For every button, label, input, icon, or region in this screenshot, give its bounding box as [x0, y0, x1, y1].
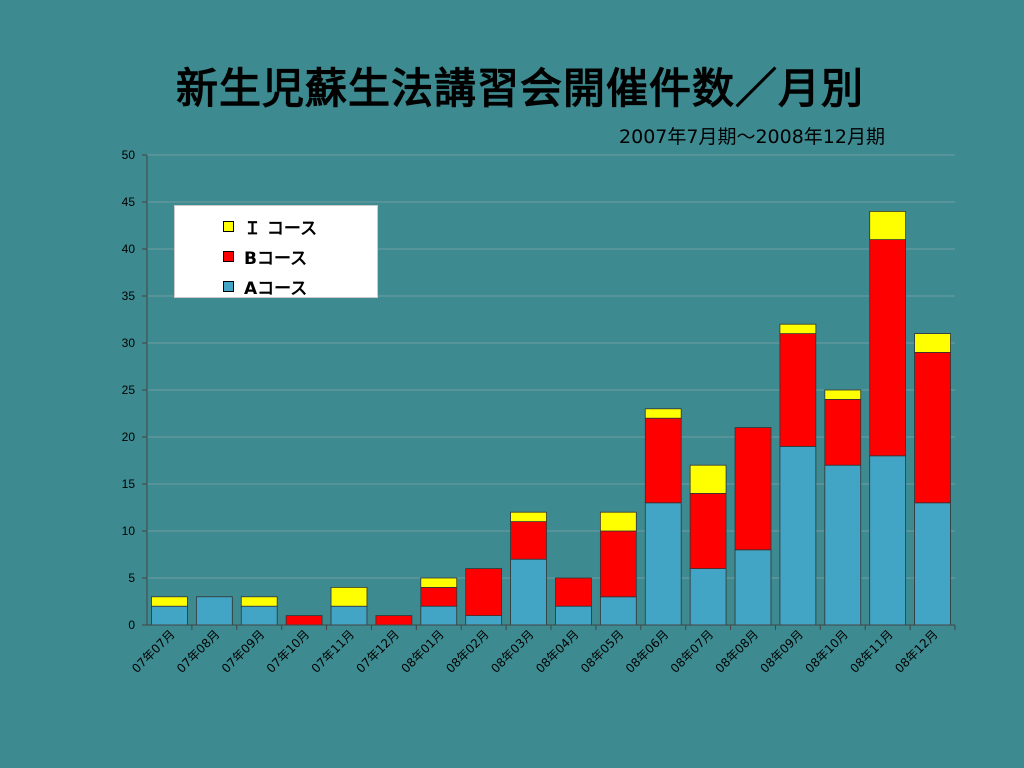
bar-segment [240, 605, 278, 626]
legend-label-a-course: Aコース [244, 278, 308, 299]
bar-segment [510, 558, 547, 626]
bar-segment [869, 210, 907, 240]
bar-segment [599, 596, 637, 626]
legend-item-b-course: Bコース [223, 245, 308, 269]
x-tick-label: 08年04月 [533, 627, 581, 675]
x-tick-label: 08年09月 [758, 627, 806, 675]
bar-segment [240, 596, 278, 607]
x-tick-label: 07年10月 [264, 627, 312, 675]
y-tick-label: 0 [128, 618, 135, 632]
y-tick-label: 15 [122, 477, 136, 491]
x-tick-label: 07年09月 [219, 627, 267, 675]
chart-subtitle: 2007年7月期～2008年12月期 [619, 126, 885, 148]
bar-segment [465, 615, 503, 626]
x-tick-label: 07年08月 [174, 627, 222, 675]
bar-segment [599, 530, 637, 598]
x-tick-label: 08年07月 [668, 627, 716, 675]
legend: Ｉ コース Bコース Aコース [174, 205, 378, 299]
axes [142, 154, 956, 630]
legend-label-b-course: Bコース [244, 248, 308, 269]
legend-swatch-a-course [223, 280, 234, 292]
y-tick-label: 20 [122, 430, 136, 444]
bar-segment [330, 587, 368, 607]
y-tick-label: 45 [122, 195, 136, 209]
y-tick-label: 25 [122, 383, 136, 397]
bar-segment [420, 577, 458, 588]
legend-label-i-course: Ｉ コース [244, 218, 318, 239]
y-tick-label: 50 [122, 148, 136, 162]
x-tick-label: 08年10月 [802, 627, 850, 675]
bar-segment [734, 427, 772, 551]
bar-segment [510, 511, 547, 523]
y-tick-label: 10 [122, 524, 136, 538]
bar-segment [644, 408, 682, 419]
bar-segment [914, 333, 951, 353]
bar-segment [779, 445, 817, 626]
bar-segment [465, 568, 503, 616]
y-tick-label: 30 [122, 336, 136, 350]
legend-item-i-course: Ｉ コース [223, 215, 318, 239]
legend-swatch-b-course [223, 250, 234, 262]
legend-swatch-i-course [223, 220, 234, 232]
x-tick-label: 07年07月 [129, 627, 177, 675]
bar-segment [555, 577, 592, 607]
gridlines [147, 154, 955, 579]
bar-segment [555, 605, 592, 626]
bar-segment [151, 605, 188, 626]
bar-segment [689, 492, 727, 569]
x-tick-label: 07年12月 [354, 627, 402, 675]
bar-segment [420, 587, 458, 607]
bar-segment [151, 596, 188, 607]
bar-segment [734, 549, 772, 626]
bar-segment [689, 464, 727, 494]
bar-segment [779, 333, 817, 447]
x-tick-label: 08年05月 [578, 627, 626, 675]
bar-segment [914, 502, 951, 626]
bar-segment [824, 389, 862, 400]
bar-segment [599, 511, 637, 532]
x-tick-label: 08年12月 [892, 627, 940, 675]
chart-title: 新生児蘇生法講習会開催件数／月別 [175, 64, 864, 113]
bar-segment [824, 464, 862, 626]
x-tick-label: 08年03月 [488, 627, 536, 675]
bar-segment [869, 455, 907, 626]
bars [151, 210, 951, 626]
legend-item-a-course: Aコース [223, 275, 308, 299]
bar-segment [914, 351, 951, 504]
x-tick-label: 07年11月 [309, 627, 357, 675]
bar-segment [869, 239, 907, 457]
bar-segment [824, 398, 862, 466]
bar-segment [510, 521, 547, 560]
y-tick-label: 35 [122, 289, 136, 303]
x-tick-label: 08年01月 [398, 627, 446, 675]
x-tick-label: 08年08月 [713, 627, 761, 675]
x-tick-label: 08年11月 [847, 627, 895, 675]
bar-segment [375, 615, 413, 626]
bar-segment [689, 568, 727, 626]
y-tick-label: 5 [128, 571, 135, 585]
y-tick-label: 40 [122, 242, 136, 256]
bar-segment [330, 605, 368, 626]
x-tick-labels: 07年07月07年08月07年09月07年10月07年11月07年12月08年0… [129, 627, 941, 675]
bar-segment [420, 605, 458, 626]
bar-segment [285, 615, 323, 626]
bar-segment [644, 502, 682, 626]
bar-segment [779, 323, 817, 335]
y-tick-labels: 0 5 10 15 20 25 30 35 40 45 50 [122, 148, 136, 632]
x-tick-label: 08年06月 [623, 627, 671, 675]
x-tick-label: 08年02月 [443, 627, 491, 675]
bar-segment [644, 417, 682, 504]
bar-segment [195, 596, 233, 626]
